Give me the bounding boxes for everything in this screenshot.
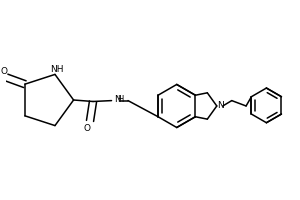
Text: H: H	[117, 95, 123, 104]
Text: NH: NH	[51, 65, 64, 74]
Text: O: O	[83, 124, 91, 133]
Text: O: O	[0, 67, 7, 76]
Text: N: N	[217, 101, 224, 110]
Text: N: N	[114, 95, 120, 104]
